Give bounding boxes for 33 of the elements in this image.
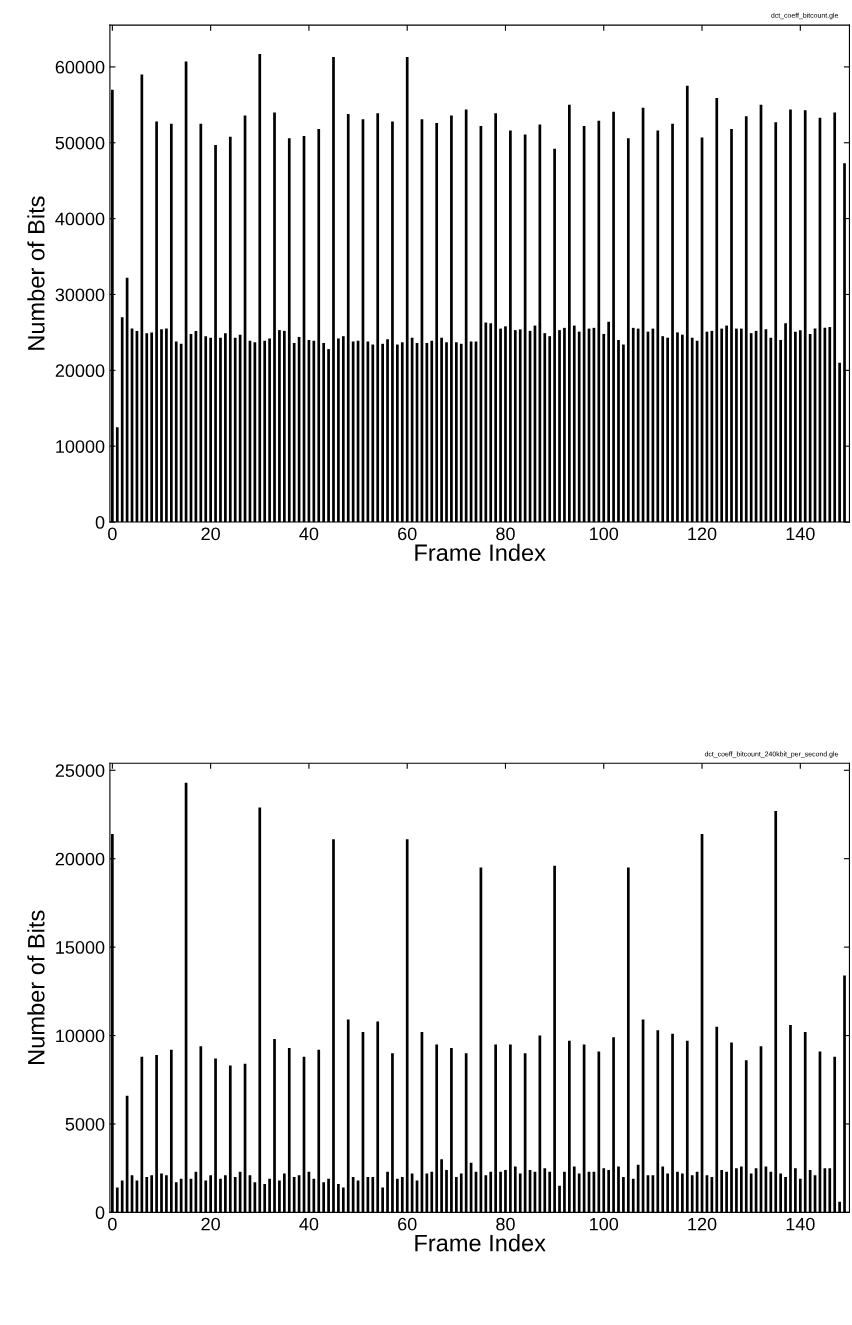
y-tick-label: 5000 [65,1117,105,1131]
y-tick-label: 15000 [56,941,105,954]
x-tick-label: 20 [201,1217,220,1231]
x-tick-label: 40 [299,1217,319,1231]
x-tick-label: 140 [786,527,815,541]
y-tick-label: 0 [95,515,105,529]
y-tick-label: 0 [95,1206,105,1220]
x-tick-label: 100 [590,527,619,541]
x-axis-title: Frame Index [415,543,546,562]
y-tick-label: 10000 [56,1029,105,1043]
y-axis-title: Number of Bits [27,910,45,1064]
x-tick-label: 60 [398,1217,417,1231]
y-tick-label: 30000 [55,288,105,302]
x-tick-label: 140 [786,1217,815,1231]
x-tick-label: 80 [496,527,515,541]
x-tick-label: 20 [201,527,220,541]
y-tick-label: 20000 [55,364,105,378]
x-tick-label: 120 [688,1217,717,1231]
x-tick-label: 80 [496,1217,515,1231]
x-tick-label: 120 [688,527,717,541]
x-axis-title: Frame Index [415,1234,546,1252]
y-tick-label: 20000 [55,852,105,866]
y-tick-label: 60000 [55,60,105,74]
y-axis-title: Number of Bits [27,196,45,350]
y-tick-label: 25000 [55,764,105,777]
y-tick-label: 40000 [55,212,105,226]
x-tick-label: 100 [590,1217,619,1231]
x-tick-label: 40 [299,527,319,541]
y-tick-label: 50000 [55,136,105,150]
x-tick-label: 60 [398,527,417,541]
x-tick-label: 0 [108,527,117,541]
y-tick-label: 10000 [56,440,105,453]
x-tick-label: 0 [108,1217,117,1231]
